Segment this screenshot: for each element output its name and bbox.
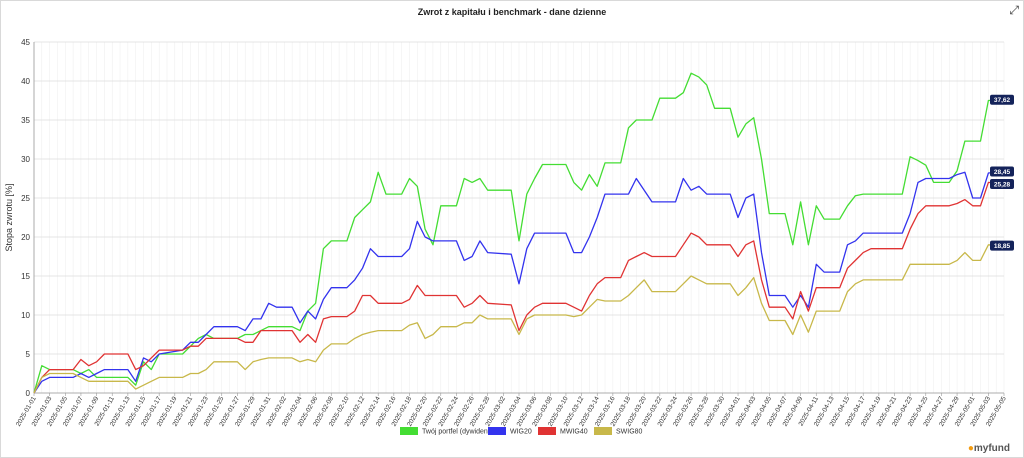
end-label-badge	[990, 94, 1014, 105]
brand-logo: ●myfund	[967, 443, 1010, 454]
brand-text: myfund	[973, 443, 1010, 454]
end-label-text: 37,62	[994, 97, 1011, 104]
y-tick-label: 45	[21, 38, 30, 47]
end-label-badge	[990, 240, 1014, 251]
fullscreen-icon[interactable]: ⤢	[1009, 3, 1019, 17]
y-tick-label: 30	[21, 155, 30, 164]
y-tick-label: 10	[21, 311, 30, 320]
legend: Twój portfel (dywidentier) WIG20 MWIG40 SWI…	[400, 427, 643, 436]
y-tick-label: 35	[21, 116, 30, 125]
end-label-badge	[990, 178, 1014, 189]
end-label-badge	[990, 166, 1014, 177]
end-label-text: 25,28	[994, 181, 1011, 188]
legend-label: MWIG40	[560, 429, 588, 436]
legend-label: SWIG80	[616, 429, 643, 436]
legend-label: Twój portfel (dywidentier)	[422, 429, 500, 436]
legend-swatch	[488, 427, 506, 435]
end-label-text: 28,45	[994, 169, 1011, 176]
series-lines	[33, 72, 1005, 394]
series-line-2	[33, 170, 1005, 394]
y-tick-label: 5	[26, 350, 31, 359]
series-line-1	[33, 72, 1005, 394]
series-line-4	[33, 244, 1005, 394]
legend-swatch	[400, 427, 418, 435]
y-tick-label: 15	[21, 272, 30, 281]
chart-title: Zwrot z kapitału i benchmark - dane dzie…	[417, 7, 607, 17]
y-tick-label: 40	[21, 77, 30, 86]
y-tick-label: 0	[26, 389, 31, 398]
end-label-text: 18,85	[994, 243, 1011, 250]
series-line-3	[33, 181, 1005, 394]
end-labels: 37,62 28,45 25,28 18,85	[990, 94, 1014, 251]
y-tick-label: 20	[21, 233, 30, 242]
y-axis-label: Stopa zwrotu [%]	[4, 183, 14, 251]
legend-swatch	[538, 427, 556, 435]
legend-swatch	[594, 427, 612, 435]
grid	[33, 41, 1005, 394]
legend-label: WIG20	[510, 429, 532, 436]
y-tick-label: 25	[21, 194, 30, 203]
